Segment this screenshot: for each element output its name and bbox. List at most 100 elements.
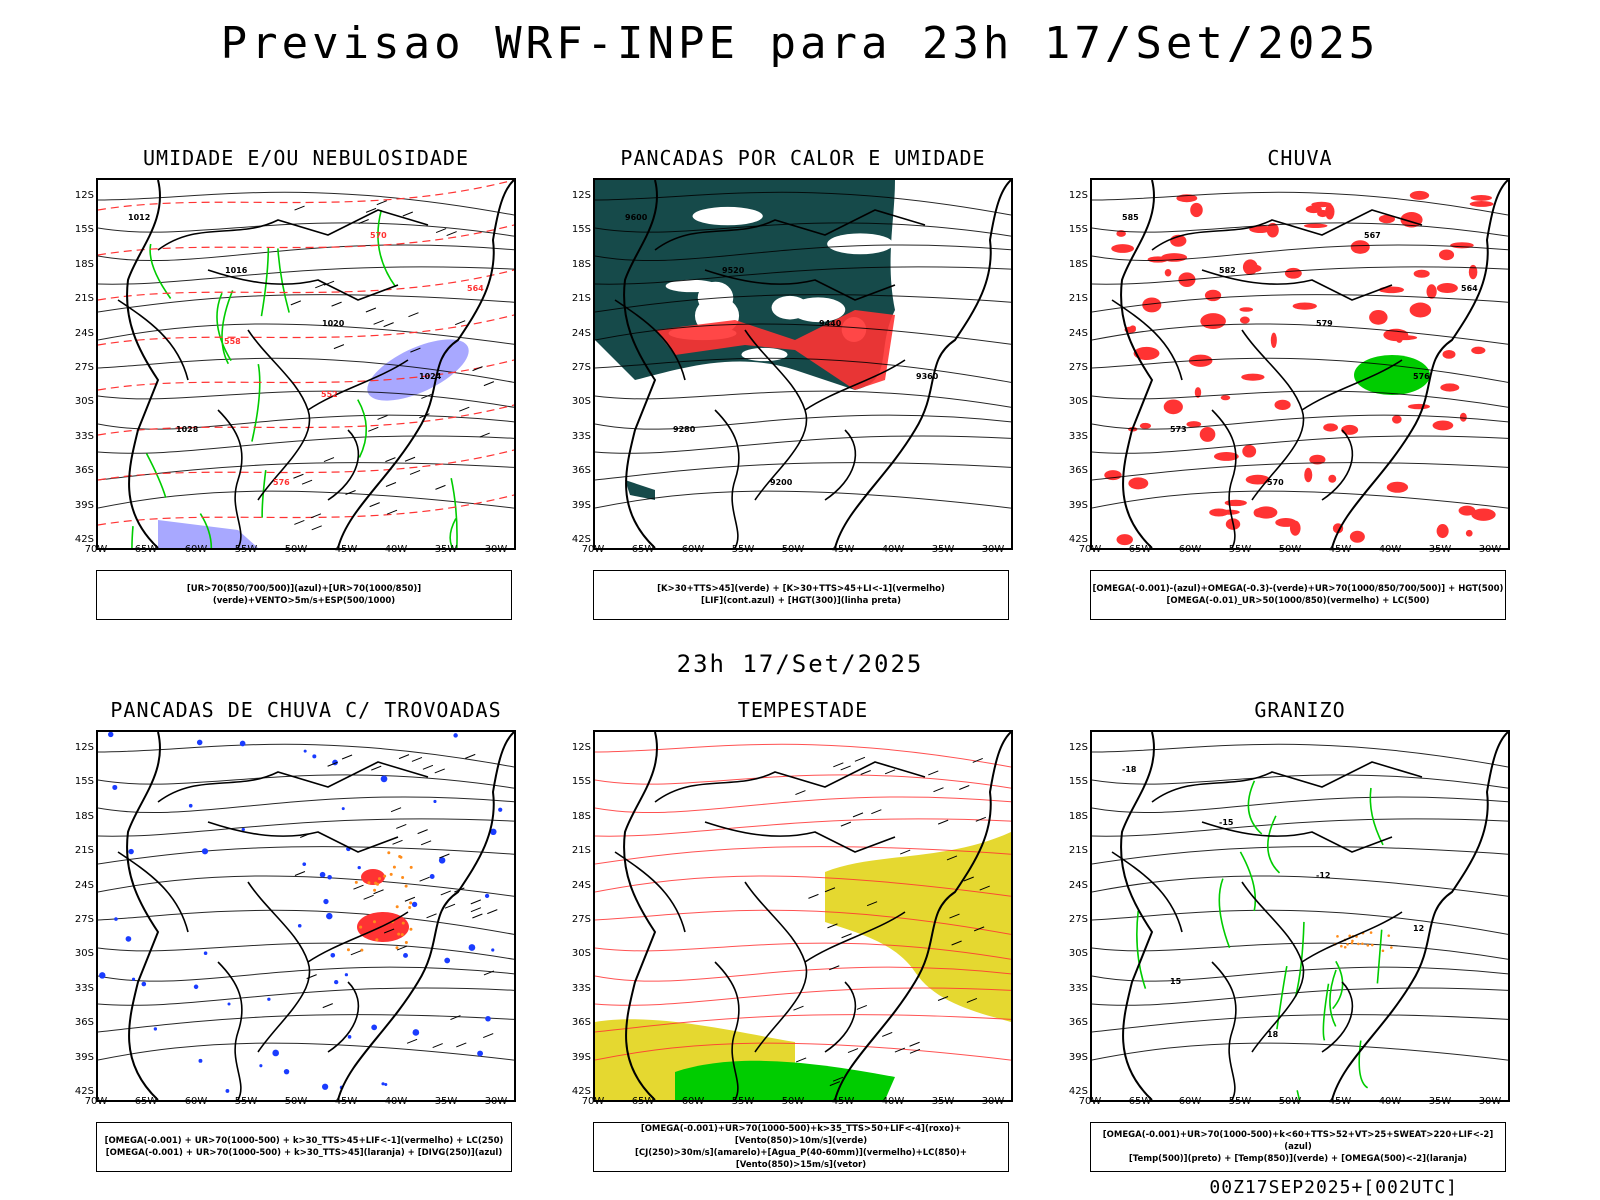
wind-vector (795, 790, 806, 796)
wind-vector (294, 519, 305, 525)
longitude-label: 60W (681, 544, 705, 555)
wind-vector (472, 913, 483, 919)
humidity-area (367, 339, 469, 401)
contour-label: 9360 (916, 372, 939, 381)
latitude-label: 24S (571, 327, 591, 339)
wind-vector (409, 469, 421, 475)
rain-cell (1241, 373, 1265, 381)
panel-legend: [K>30+TTS>45](verde) + [K>30+TTS>45+LI<-… (593, 570, 1009, 620)
divergence-mark (303, 749, 307, 753)
divergence-mark (371, 1024, 378, 1031)
divergence-mark (128, 848, 134, 855)
latitude-label: 39S (74, 1051, 94, 1063)
country-border (1241, 881, 1305, 1053)
longitude-label: 45W (334, 1096, 358, 1107)
wind-area (675, 1060, 895, 1100)
contour-line (98, 846, 514, 865)
wind-vector (404, 896, 416, 902)
country-border (744, 881, 808, 1053)
map-plot: 585 582 579 576 573 570 567 564 (1092, 180, 1508, 548)
wind-vector (421, 393, 432, 399)
contour-line (98, 909, 514, 935)
rain-cell (1426, 284, 1437, 299)
contour-label: 15 (1170, 977, 1182, 986)
instability-mark (377, 877, 381, 881)
latitude-label: 36S (74, 1017, 94, 1029)
divergence-mark (193, 984, 199, 990)
divergence-mark (319, 871, 326, 878)
wind-vector (487, 909, 498, 915)
country-border (1301, 911, 1403, 963)
contour-line (595, 357, 1011, 383)
wind-vector (341, 754, 353, 760)
divergence-mark (153, 1027, 158, 1031)
omega-mark (1343, 945, 1347, 949)
rain-cell (1284, 267, 1302, 279)
contour-line (595, 294, 1011, 313)
contour-line (98, 294, 514, 313)
humidity-contour (261, 470, 267, 518)
wind-vector (419, 413, 430, 419)
wind-vector (432, 1043, 443, 1049)
rain-cell (1369, 309, 1388, 325)
divergence-mark (227, 1002, 231, 1006)
country-border (1201, 821, 1393, 853)
wind-vector (455, 320, 466, 326)
wind-vector (392, 839, 403, 845)
unstable-area (655, 310, 895, 390)
divergence-mark (438, 857, 446, 864)
legend-line: [OMEGA(-0.001)+UR>70(1000-500)+k>35_TTS>… (640, 1124, 962, 1146)
wind-vector (365, 207, 377, 213)
longitude-label: 40W (881, 544, 905, 555)
wind-vector (396, 824, 407, 829)
country-border (1241, 329, 1305, 501)
rain-cell (1458, 505, 1476, 516)
main-title: Previsao WRF-INPE para 23h 17/Set/2025 (220, 18, 1380, 69)
divergence-mark (114, 917, 118, 921)
omega-mark (1357, 942, 1360, 946)
divergence-mark (267, 997, 271, 1001)
contour-label: 573 (1170, 425, 1187, 434)
longitude-label: 65W (134, 1096, 158, 1107)
humidity-contour (1276, 965, 1288, 1030)
humidity-contour (1358, 1040, 1369, 1089)
contour-line (1092, 357, 1508, 383)
contour-line (98, 1042, 514, 1061)
contour-line (595, 774, 1011, 789)
latitude-label: 39S (1068, 1051, 1088, 1063)
instability-mark (409, 927, 413, 931)
rain-cell (1270, 332, 1277, 348)
wind-vector (949, 913, 960, 919)
country-border (327, 981, 360, 1053)
country-border (704, 269, 896, 301)
rain-cell (1204, 289, 1222, 302)
forecast-map (96, 730, 516, 1102)
contour-line (1092, 796, 1508, 814)
wind-vector (373, 889, 384, 895)
divergence-mark (302, 862, 307, 866)
longitude-label: 35W (931, 1096, 955, 1107)
omega-mark (1366, 944, 1370, 947)
thickness-line (98, 494, 514, 526)
contour-line (595, 435, 1011, 454)
wind-vector (937, 996, 949, 1001)
longitude-label: 70W (581, 1096, 605, 1107)
divergence-mark (99, 972, 106, 979)
divergence-mark (381, 1082, 385, 1086)
wind-vector (963, 876, 974, 882)
rain-cell (1190, 202, 1203, 218)
contour-label: 1020 (322, 319, 345, 328)
latitude-label: 39S (1068, 499, 1088, 511)
rain-cell (1194, 387, 1202, 398)
wind-vector (358, 219, 369, 224)
longitude-label: 60W (681, 1096, 705, 1107)
panel-title: TEMPESTADE (737, 698, 869, 722)
contour-label: 576 (1413, 372, 1430, 381)
country-border (1211, 409, 1237, 548)
wind-vector (294, 871, 306, 876)
rain-cell (1471, 346, 1486, 355)
rain-cell (1253, 508, 1264, 518)
humidity-contour (149, 243, 172, 299)
contour-line (595, 875, 1011, 897)
omega-mark (1351, 939, 1354, 943)
